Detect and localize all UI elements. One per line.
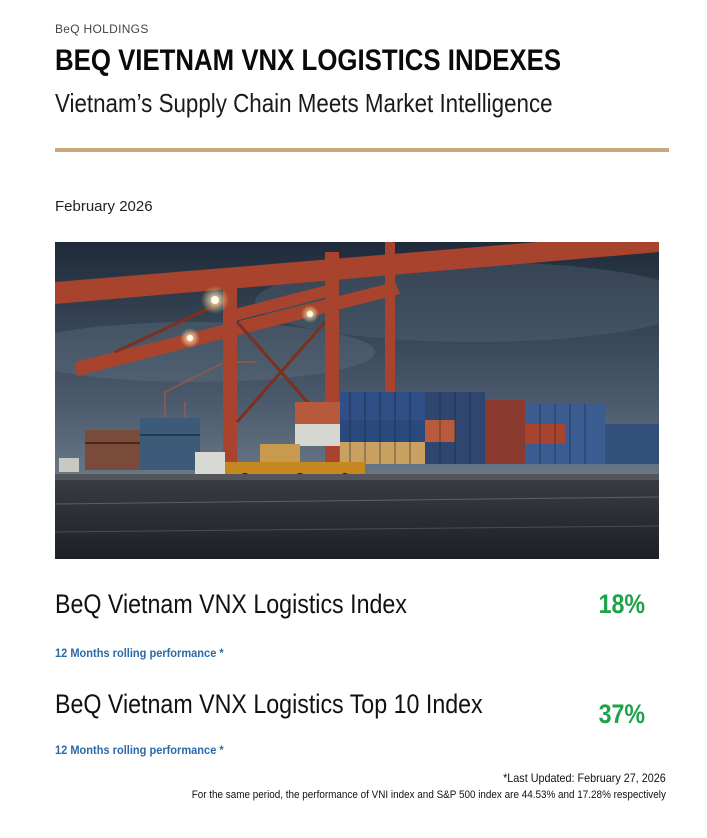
index-name-top10: BeQ Vietnam VNX Logistics Top 10 Index: [55, 689, 483, 719]
page-subtitle: Vietnam’s Supply Chain Meets Market Inte…: [55, 88, 553, 118]
last-updated-note: *Last Updated: February 27, 2026: [503, 771, 666, 785]
report-date: February 2026: [55, 198, 153, 215]
index-name-logistics: BeQ Vietnam VNX Logistics Index: [55, 589, 407, 619]
index-value-top10: 37%: [598, 699, 645, 729]
index-value-logistics: 18%: [598, 589, 645, 619]
comparison-note: For the same period, the performance of …: [191, 789, 666, 801]
port-container-crane-photo: [55, 242, 659, 559]
brand-name: BeQ HOLDINGS: [55, 22, 149, 36]
header-divider: [55, 148, 669, 152]
index-note-top10: 12 Months rolling performance *: [55, 743, 224, 757]
index-note-logistics: 12 Months rolling performance *: [55, 646, 224, 660]
page-title: BEQ VIETNAM VNX LOGISTICS INDEXES: [55, 44, 562, 77]
